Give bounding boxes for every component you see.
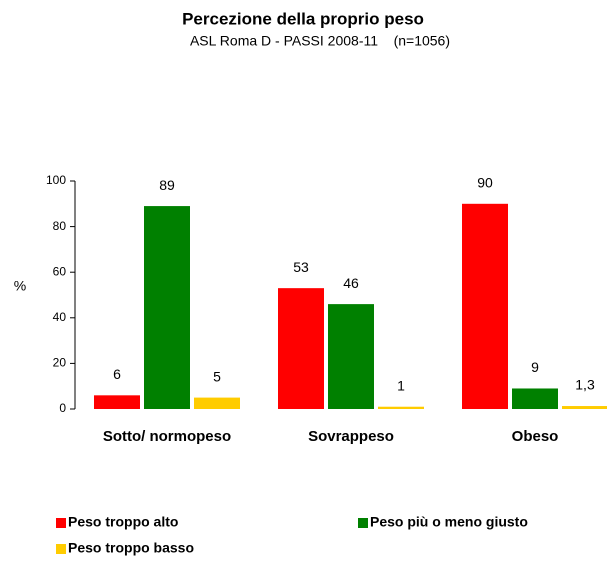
value-label: 90 xyxy=(477,175,493,191)
bar xyxy=(94,395,140,409)
bar xyxy=(278,288,324,409)
value-label: 9 xyxy=(531,359,539,375)
chart-title: Percezione della proprio peso xyxy=(182,9,424,28)
bar xyxy=(378,406,424,409)
legend-label: Peso troppo alto xyxy=(68,514,178,530)
bar xyxy=(462,203,508,409)
value-label: 6 xyxy=(113,366,121,382)
y-tick-label: 20 xyxy=(53,356,67,370)
y-tick-label: 80 xyxy=(53,219,67,233)
bar xyxy=(328,304,374,409)
legend-swatch xyxy=(56,544,66,554)
y-tick-label: 0 xyxy=(59,401,66,415)
y-tick-label: 100 xyxy=(46,173,66,187)
value-label: 89 xyxy=(159,177,175,193)
bar xyxy=(562,406,607,409)
y-axis-label: % xyxy=(14,278,26,294)
x-tick-label: Obeso xyxy=(512,428,559,445)
legend-swatch xyxy=(56,518,66,528)
value-label: 1,3 xyxy=(575,377,595,393)
value-label: 53 xyxy=(293,259,309,275)
legend-label: Peso troppo basso xyxy=(68,540,194,556)
y-tick-label: 40 xyxy=(53,310,67,324)
bar xyxy=(512,388,558,409)
value-label: 46 xyxy=(343,275,359,291)
y-tick-label: 60 xyxy=(53,264,67,278)
bar xyxy=(194,397,240,409)
x-tick-label: Sovrappeso xyxy=(308,428,394,445)
value-label: 5 xyxy=(213,368,221,384)
legend-label: Peso più o meno giusto xyxy=(370,514,528,530)
bar xyxy=(144,206,190,409)
x-tick-label: Sotto/ normopeso xyxy=(103,428,231,445)
legend-swatch xyxy=(358,518,368,528)
chart-subtitle: ASL Roma D - PASSI 2008-11 (n=1056) xyxy=(190,33,450,49)
value-label: 1 xyxy=(397,377,405,393)
